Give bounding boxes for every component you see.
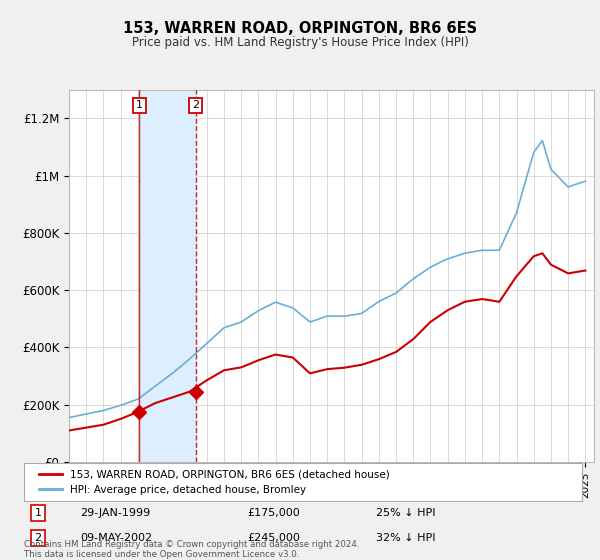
Text: £175,000: £175,000 <box>247 508 300 519</box>
Text: 2: 2 <box>192 100 199 110</box>
Text: 32% ↓ HPI: 32% ↓ HPI <box>376 533 435 543</box>
Text: 153, WARREN ROAD, ORPINGTON, BR6 6ES: 153, WARREN ROAD, ORPINGTON, BR6 6ES <box>123 21 477 36</box>
Text: Contains HM Land Registry data © Crown copyright and database right 2024.
This d: Contains HM Land Registry data © Crown c… <box>24 540 359 559</box>
Text: 1: 1 <box>136 100 143 110</box>
Legend: 153, WARREN ROAD, ORPINGTON, BR6 6ES (detached house), HPI: Average price, detac: 153, WARREN ROAD, ORPINGTON, BR6 6ES (de… <box>35 465 394 499</box>
Text: 25% ↓ HPI: 25% ↓ HPI <box>376 508 435 519</box>
Text: 1: 1 <box>34 508 41 519</box>
Text: 09-MAY-2002: 09-MAY-2002 <box>80 533 152 543</box>
Text: £245,000: £245,000 <box>247 533 300 543</box>
Bar <box>139 90 196 462</box>
Text: 29-JAN-1999: 29-JAN-1999 <box>80 508 150 519</box>
Text: 2: 2 <box>34 533 41 543</box>
Text: Price paid vs. HM Land Registry's House Price Index (HPI): Price paid vs. HM Land Registry's House … <box>131 36 469 49</box>
